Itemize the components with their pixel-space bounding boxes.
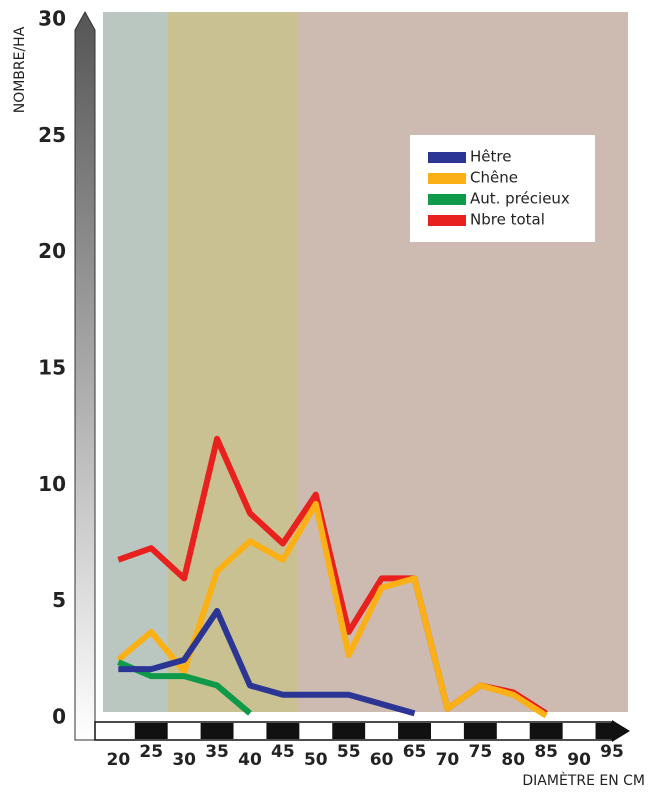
series-line [118,607,416,717]
y-tick-label: 5 [52,588,66,612]
y-tick-label: 25 [38,123,66,147]
x-tick-segment [463,723,497,739]
x-tick-segment [266,723,300,739]
y-axis-bar [74,10,96,741]
x-tick-label: 55 [337,742,361,762]
x-tick-label: 30 [172,750,196,770]
x-axis-title: DIAMÈTRE EN CM [522,772,645,789]
x-tick-segment [200,723,234,739]
legend-label: Chêne [470,169,518,187]
x-tick-label: 40 [238,750,262,770]
y-tick-label: 30 [38,7,66,31]
legend-label: Aut. précieux [470,190,570,208]
x-tick-label: 20 [106,750,130,770]
x-tick-label: 60 [370,750,394,770]
x-tick-label: 25 [139,742,163,762]
y-tick-label: 15 [38,356,66,380]
x-tick-label: 85 [534,742,558,762]
background-panel [298,12,628,712]
x-axis-arrow [612,720,630,742]
x-tick-label: 80 [501,750,525,770]
x-tick-label: 65 [403,742,427,762]
x-tick-segment [529,723,563,739]
background-panel [168,12,298,712]
y-tick-label: 0 [52,705,66,729]
x-tick-label: 35 [205,742,229,762]
legend-label: Hêtre [470,148,511,166]
x-tick-segment [398,723,431,739]
x-tick-label: 90 [567,750,591,770]
x-tick-label: 70 [436,750,460,770]
legend-swatch [428,215,466,226]
x-tick-segment [332,723,366,739]
legend-swatch [428,152,466,163]
x-tick-segment [595,723,612,739]
x-tick-label: 95 [600,742,624,762]
y-axis-title: NOMBRE/HA [12,26,28,113]
y-tick-label: 10 [38,472,66,496]
legend-label: Nbre total [470,211,545,229]
legend-swatch [428,173,466,184]
x-tick-label: 50 [304,750,328,770]
y-tick-label: 20 [38,239,66,263]
x-tick-label: 75 [469,742,493,762]
x-tick-segment [134,723,168,739]
background-panel [103,12,168,712]
legend-swatch [428,194,466,205]
x-tick-label: 45 [271,742,295,762]
